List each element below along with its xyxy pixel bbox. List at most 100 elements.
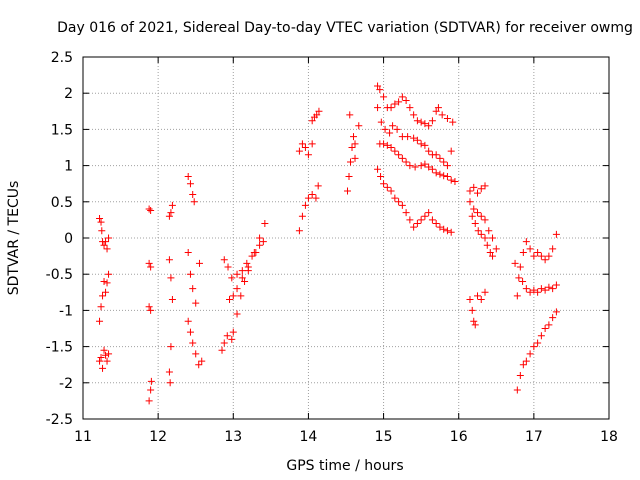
series-arc-20: [466, 182, 497, 260]
series-arc-10: [220, 238, 267, 282]
data-point: [438, 111, 446, 119]
series-arc-15: [344, 111, 363, 195]
x-tick-label: 11: [74, 429, 92, 445]
data-point: [189, 339, 197, 347]
data-point: [100, 346, 108, 354]
data-point: [489, 252, 497, 260]
data-point: [549, 245, 557, 253]
data-point: [470, 317, 478, 325]
data-point: [244, 263, 252, 271]
data-point: [387, 144, 395, 151]
data-point: [406, 162, 414, 170]
data-point: [541, 325, 549, 332]
data-point: [238, 267, 246, 275]
data-point: [526, 245, 534, 253]
data-point: [402, 209, 410, 217]
data-point: [315, 107, 323, 115]
data-point: [102, 288, 110, 296]
data-point: [304, 194, 312, 202]
data-point: [374, 82, 382, 90]
data-point: [145, 397, 153, 405]
data-point: [434, 104, 442, 112]
data-point: [167, 343, 175, 351]
data-point: [443, 162, 451, 170]
data-point: [166, 379, 174, 387]
data-point: [425, 163, 433, 171]
data-point: [398, 201, 406, 209]
data-point: [440, 172, 448, 180]
data-point: [105, 270, 113, 278]
data-point: [380, 180, 388, 188]
data-point: [545, 321, 553, 329]
data-point: [103, 279, 111, 287]
series-arc-11: [226, 220, 269, 304]
x-tick-label: 14: [300, 429, 318, 445]
data-point: [351, 154, 359, 162]
data-point: [301, 201, 309, 209]
data-point: [147, 206, 155, 214]
data-point: [387, 104, 395, 112]
data-point: [398, 154, 406, 162]
data-point: [229, 328, 237, 336]
data-point: [466, 296, 474, 304]
data-point: [350, 133, 358, 141]
data-point: [466, 198, 474, 206]
data-point: [511, 259, 519, 267]
data-point: [102, 351, 110, 359]
data-point: [436, 223, 444, 231]
data-point: [218, 346, 226, 354]
data-point: [474, 209, 481, 217]
series-arc-25: [513, 308, 560, 394]
data-point: [492, 245, 500, 253]
data-point: [186, 180, 194, 188]
data-point: [428, 117, 436, 125]
series-arc-22: [466, 288, 489, 329]
data-point: [351, 140, 359, 148]
series-arc-16: [374, 82, 457, 130]
data-point: [552, 308, 560, 316]
data-point: [377, 118, 385, 126]
y-tick-label: 0.5: [51, 195, 73, 211]
data-point: [189, 285, 197, 293]
data-point: [99, 292, 107, 300]
x-tick-label: 12: [149, 429, 167, 445]
data-point: [147, 377, 155, 385]
data-point: [425, 147, 433, 155]
y-tick-label: 1.5: [51, 122, 73, 138]
data-point: [168, 201, 176, 209]
data-points: [96, 82, 560, 405]
data-point: [97, 218, 105, 226]
data-point: [167, 209, 175, 217]
data-point: [451, 178, 459, 186]
data-point: [98, 227, 106, 235]
data-point: [220, 339, 228, 347]
data-point: [380, 93, 388, 101]
data-point: [238, 274, 246, 282]
data-point: [298, 212, 306, 220]
data-point: [541, 286, 549, 294]
data-point: [428, 165, 436, 173]
series-arc-21: [466, 198, 500, 253]
data-point: [474, 189, 481, 197]
data-point: [447, 176, 455, 184]
y-tick-label: -0.5: [46, 267, 73, 283]
data-point: [145, 205, 153, 213]
data-point: [348, 144, 356, 151]
series-arc-7: [184, 172, 203, 307]
data-point: [308, 117, 316, 125]
data-point: [96, 357, 104, 365]
data-point: [168, 296, 176, 304]
series-arc-12: [295, 182, 322, 235]
series-arc-14: [308, 107, 323, 125]
data-point: [541, 256, 549, 264]
data-point: [381, 125, 389, 133]
series-arc-9: [218, 267, 252, 354]
data-point: [100, 241, 108, 249]
data-point: [468, 212, 476, 220]
data-point: [471, 220, 479, 228]
series-arc-1: [96, 270, 113, 325]
data-point: [471, 321, 479, 329]
data-point: [516, 263, 524, 271]
data-point: [186, 328, 194, 336]
data-point: [516, 372, 524, 380]
